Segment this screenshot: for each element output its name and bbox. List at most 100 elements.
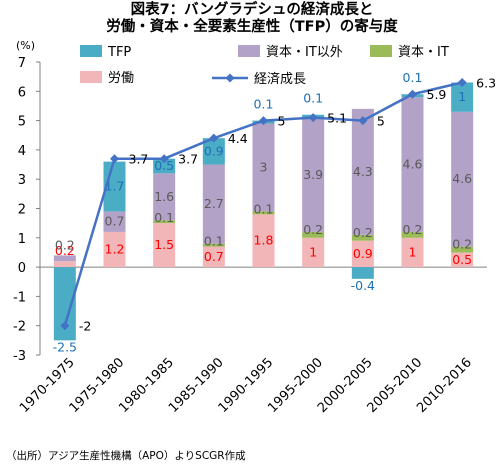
growth-data-label: 4.4 bbox=[228, 131, 248, 146]
bar-labels: 0.2 1.2 1.50.71.81 0.9 1 0.50.10.10.10.2 0.2 0.… bbox=[53, 70, 473, 354]
bar-labor bbox=[153, 223, 176, 268]
growth-data-label: -2 bbox=[79, 319, 91, 334]
bar-tfp bbox=[202, 138, 225, 165]
data-label-capital-non-it: 2.7 bbox=[204, 196, 224, 211]
growth-data-label: 5 bbox=[377, 114, 385, 129]
chart-title-line-2: 労働・資本・全要素生産性（TFP）の寄与度 bbox=[106, 19, 398, 35]
data-label-labor: 0.5 bbox=[452, 252, 472, 267]
bar-labor bbox=[53, 261, 76, 268]
y-tick-label: -3 bbox=[13, 349, 26, 364]
bar-capital-non-it bbox=[153, 173, 176, 221]
bar-tfp bbox=[451, 82, 474, 112]
bar-labor bbox=[451, 252, 474, 268]
growth-data-label: 3.7 bbox=[178, 152, 198, 167]
bars bbox=[53, 82, 474, 341]
bar-labor bbox=[252, 214, 275, 268]
data-label-tfp: 0.5 bbox=[154, 158, 174, 173]
data-label-labor: 1.5 bbox=[154, 237, 174, 252]
data-label-capital-it: 0.2 bbox=[353, 225, 373, 240]
data-label-tfp: 0.1 bbox=[254, 97, 274, 112]
data-label-capital-non-it: 0.7 bbox=[105, 214, 125, 229]
growth-data-label: 6.3 bbox=[476, 76, 496, 91]
data-label-tfp: 0.9 bbox=[204, 143, 224, 158]
legend-swatch-labor bbox=[80, 71, 102, 83]
legend: TFP 資本・IT以外 資本・IT 労働 経済成長 bbox=[80, 45, 449, 87]
growth-point-marker bbox=[159, 154, 169, 164]
data-label-capital-it: 0.2 bbox=[303, 222, 323, 237]
bar-capital-it bbox=[451, 246, 474, 253]
y-tick-label: 7 bbox=[18, 56, 26, 71]
growth-line: -2 3.7 3.7 4.4 5 5.1 5 5.9 6.3 bbox=[60, 76, 496, 334]
growth-point-marker bbox=[259, 116, 268, 126]
data-label-capital-non-it: 0.2 bbox=[55, 238, 75, 253]
bar-labor bbox=[351, 240, 374, 268]
y-tick-label: 2 bbox=[18, 203, 26, 218]
y-tick-label: 5 bbox=[18, 115, 26, 130]
data-label-tfp: 0.1 bbox=[303, 91, 323, 106]
bar-capital-non-it bbox=[302, 117, 325, 232]
legend-marker-growth bbox=[225, 73, 235, 83]
growth-point-marker bbox=[110, 154, 119, 164]
bar-capital-it bbox=[252, 211, 275, 215]
bar-capital-it bbox=[351, 234, 374, 241]
y-tick-label: 6 bbox=[18, 85, 26, 100]
source-note: （出所）アジア生産性機構（APO）よりSCGR作成 bbox=[6, 450, 246, 462]
growth-point-marker bbox=[358, 116, 368, 126]
data-label-capital-it: 0.2 bbox=[403, 222, 423, 237]
bar-labor bbox=[401, 237, 424, 268]
bar-labor bbox=[202, 246, 225, 268]
data-label-labor: 0.7 bbox=[204, 249, 224, 264]
bar-capital-non-it bbox=[103, 211, 126, 232]
growth-data-label: 3.7 bbox=[129, 152, 149, 167]
data-label-labor: 1 bbox=[409, 244, 417, 259]
bar-capital-it bbox=[302, 231, 325, 238]
bar-labor bbox=[103, 231, 126, 268]
data-label-labor: 0.2 bbox=[55, 243, 75, 258]
data-label-capital-non-it: 4.6 bbox=[403, 157, 423, 172]
growth-data-label: 5 bbox=[278, 114, 286, 129]
chart-title-line-1: 図表7：バングラデシュの経済成長と bbox=[130, 2, 374, 18]
growth-point-marker bbox=[408, 89, 417, 99]
data-label-capital-non-it: 3 bbox=[260, 159, 268, 174]
chart-title: 図表7：バングラデシュの経済成長と 労働・資本・全要素生産性（TFP）の寄与度 bbox=[0, 2, 504, 36]
growth-point-marker bbox=[60, 321, 70, 331]
legend-label-capital-it: 資本・IT bbox=[398, 45, 449, 60]
data-label-tfp: -0.4 bbox=[351, 278, 375, 293]
legend-swatch-tfp bbox=[80, 45, 102, 57]
legend-label-capital-non-it: 資本・IT以外 bbox=[266, 45, 343, 60]
bar-capital-it bbox=[401, 231, 424, 238]
growth-point-marker bbox=[209, 133, 219, 143]
data-label-capital-non-it: 4.6 bbox=[452, 171, 472, 186]
growth-data-label: 5.9 bbox=[427, 87, 447, 102]
bar-tfp bbox=[153, 158, 176, 174]
data-label-capital-it: 0.2 bbox=[452, 237, 472, 252]
data-label-capital-non-it: 1.6 bbox=[154, 189, 174, 204]
bar-capital-non-it bbox=[252, 123, 275, 212]
data-label-labor: 1.2 bbox=[105, 242, 125, 257]
data-label-labor: 0.9 bbox=[353, 246, 373, 261]
legend-swatch-capital-non-it bbox=[238, 45, 260, 57]
growth-point-marker bbox=[308, 113, 318, 123]
data-label-capital-non-it: 3.9 bbox=[303, 167, 323, 182]
bar-tfp bbox=[53, 267, 76, 341]
legend-label-labor: 労働 bbox=[108, 71, 134, 86]
bar-capital-non-it bbox=[53, 255, 76, 262]
bar-capital-it bbox=[202, 243, 225, 247]
y-tick-label: -2 bbox=[13, 320, 26, 335]
bar-tfp bbox=[351, 267, 374, 279]
y-tick-label: 3 bbox=[18, 173, 26, 188]
data-label-labor: 1.8 bbox=[254, 233, 274, 248]
growth-data-label: 5.1 bbox=[327, 111, 347, 126]
growth-point-marker bbox=[457, 78, 467, 88]
data-label-labor: 1 bbox=[309, 244, 317, 259]
bar-capital-non-it bbox=[401, 97, 424, 232]
y-tick-label: 1 bbox=[18, 232, 26, 247]
data-label-capital-it: 0.1 bbox=[204, 234, 224, 249]
legend-swatch-capital-it bbox=[370, 45, 392, 57]
y-tick-label: 4 bbox=[18, 144, 26, 159]
legend-label-tfp: TFP bbox=[107, 45, 131, 60]
bar-capital-non-it bbox=[451, 111, 474, 247]
bar-capital-non-it bbox=[202, 164, 225, 244]
data-label-tfp: 1 bbox=[458, 89, 466, 104]
